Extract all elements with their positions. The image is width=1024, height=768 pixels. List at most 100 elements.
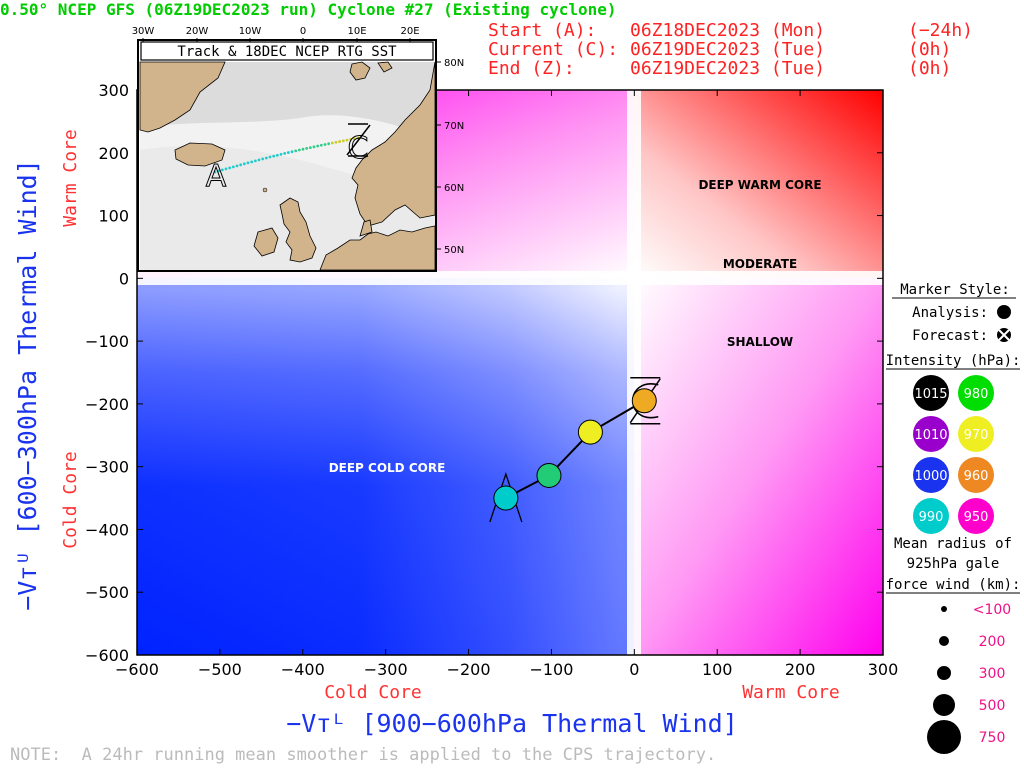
y-tick-label: 300 [98,81,129,100]
start-time: 06Z18DEC2023 (Mon) [630,20,825,41]
y-tick-label: −500 [85,583,129,602]
region-moderate: MODERATE [723,257,797,271]
inset-track-dot [250,160,254,164]
inset-track-dot [242,162,246,166]
radius-swatch [927,720,961,754]
inset-track-dot [308,146,312,150]
inset-track-dot [279,152,283,156]
inset-track-dot [327,142,331,146]
legend-forecast: Forecast: [912,328,988,344]
intensity-label: 980 [964,387,989,402]
y-tick-label: 100 [98,207,129,226]
intensity-swatch [913,375,949,411]
x-tick-label: 0 [629,660,639,679]
start-offset: (−24h) [908,20,973,41]
inset-track-dot [319,143,323,147]
inset-track-dot [349,138,353,141]
inset-track-dot [268,155,272,159]
inset-track-dot [253,159,257,163]
inset-lon-label: 10E [347,26,366,37]
track-point [536,462,562,488]
x-warm-core-label: Warm Core [742,682,840,703]
x-tick-label: −100 [529,660,573,679]
intensity-label: 990 [919,510,944,525]
legend: Marker Style: Analysis: Forecast: Intens… [886,282,1021,754]
intensity-label: 1015 [914,387,947,402]
legend-radius-title-2: 925hPa gale [907,556,1000,572]
x-cold-core-label: Cold Core [324,682,422,703]
x-tick-label: −400 [281,660,325,679]
inset-lat-label: 60N [444,183,464,194]
intensity-label: 1010 [914,428,947,443]
inset-track-dot [224,167,228,171]
inset-track-dot [239,163,243,167]
track-point [577,419,603,445]
radius-label: 500 [979,698,1006,714]
radius-label: 300 [979,666,1006,682]
inset-track-dot [217,169,221,173]
current-time: 06Z19DEC2023 (Tue) [630,39,825,60]
x-tick-label: −300 [364,660,408,679]
inset-lat-labels: 80N 70N 60N 50N [436,58,464,256]
inset-track-dot [235,164,239,168]
cyclone-track [489,377,661,523]
inset-track-dot [334,140,338,144]
inset-track-dot [345,138,349,142]
inset-title: Track & 18DEC NCEP RTG SST [177,44,397,60]
y-tick-label: −400 [85,520,129,539]
inset-lon-label: 20E [400,26,419,37]
legend-intensity-title: Intensity (hPa): [886,353,1021,369]
inset-end-letter: C [348,131,369,166]
analysis-marker-icon [997,305,1011,319]
inset-track-dot [286,151,290,154]
y-cold-core-label: Cold Core [60,451,81,549]
forecast-marker-icon [997,328,1011,342]
radius-label: 200 [979,634,1006,650]
inset-lat-label: 80N [444,58,464,69]
intensity-label: 970 [964,428,989,443]
x-tick-label: 300 [868,660,899,679]
inset-track-dot [330,141,334,145]
plot-frame [136,89,884,656]
inset-track-dot [246,161,250,165]
inset-track-dot [290,150,294,154]
inset-lon-label: 20W [186,26,209,37]
intensity-swatch [913,498,949,534]
x-tick-label: 200 [785,660,816,679]
x-axis-ticks: −600 −500 −400 −300 −200 −100 0 100 200 300 [115,90,898,679]
inset-lon-label: 0 [300,26,306,37]
inset-lon-labels: 30W 20W 10W 0 10E 20E [132,26,420,42]
inset-track-dot [220,168,224,172]
inset-map: A C Track & 18DEC NCEP RTG SST 30W 20W 10W… [132,26,464,272]
legend-analysis: Analysis: [912,305,988,321]
legend-marker-style: Marker Style: [900,282,1010,298]
region-labels: DEEP WARM CORE MODERATE SHALLOW DEEP COL… [329,178,822,475]
inset-track-dot [352,137,356,141]
end-time: 06Z19DEC2023 (Tue) [630,58,825,79]
inset-track-dot [228,166,232,170]
intensity-swatch [958,375,994,411]
inset-lon-label: 10W [239,26,262,37]
intensity-swatch [958,416,994,452]
y-axis-label: −Vᴛᵁ [600−300hPa Thermal Wind] [13,159,42,611]
radius-label: 750 [979,730,1006,746]
track-line [505,399,645,499]
x-tick-label: −500 [198,660,242,679]
inset-track-dot [305,146,309,150]
y-tick-label: −600 [85,646,129,665]
x-tick-label: 100 [702,660,733,679]
inset-track-dot [213,170,217,174]
intensity-label: 1000 [914,469,947,484]
track-point [631,388,657,414]
inset-track-dot [261,157,265,161]
intensity-label: 950 [964,510,989,525]
inset-lat-label: 70N [444,121,464,132]
intensity-swatch [958,457,994,493]
x-axis-label: −Vᴛᴸ [900−600hPa Thermal Wind] [286,709,738,738]
inset-track-dot [297,148,301,152]
inset-lon-label: 30W [132,26,155,37]
start-marker-a [489,472,523,523]
y-tick-label: −200 [85,395,129,414]
inset-track-dot [275,153,279,157]
